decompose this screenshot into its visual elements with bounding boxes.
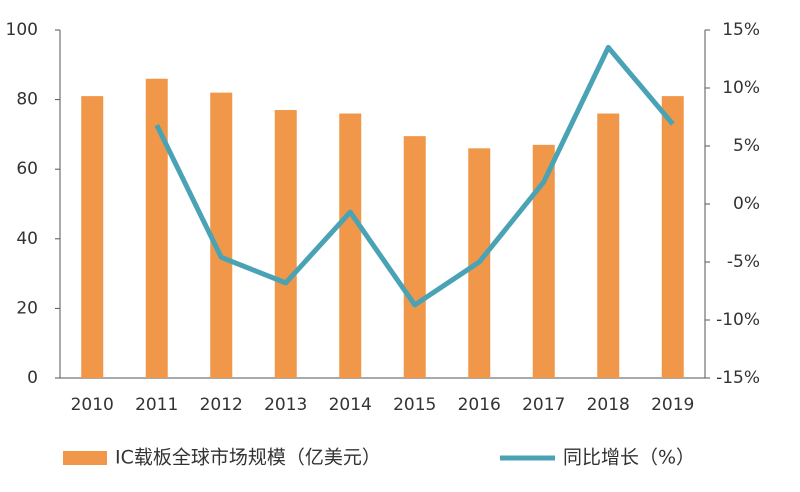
bar bbox=[532, 144, 555, 378]
bar bbox=[661, 96, 684, 379]
bar bbox=[339, 113, 362, 379]
x-tick-label: 2014 bbox=[329, 395, 372, 415]
y2-tick-label: 0% bbox=[733, 194, 760, 214]
line-series bbox=[154, 44, 675, 308]
x-tick-label: 2018 bbox=[587, 395, 630, 415]
x-tick-label: 2010 bbox=[71, 395, 114, 415]
y2-tick-label: -15% bbox=[716, 368, 760, 388]
y2-tick-label: 10% bbox=[722, 78, 760, 98]
y-tick-label: 40 bbox=[16, 229, 38, 249]
y2-tick-label: -10% bbox=[716, 310, 760, 330]
legend-label: 同比增长（%） bbox=[563, 447, 695, 469]
bar bbox=[210, 92, 233, 378]
legend-swatch bbox=[63, 451, 107, 465]
y-tick-label: 80 bbox=[16, 90, 38, 110]
bar bbox=[81, 96, 104, 379]
bar bbox=[274, 110, 297, 378]
y-tick-label: 20 bbox=[16, 298, 38, 318]
y-tick-label: 100 bbox=[6, 20, 38, 40]
x-tick-label: 2019 bbox=[651, 395, 694, 415]
y2-tick-label: 5% bbox=[733, 136, 760, 156]
y2-tick-label: 15% bbox=[722, 20, 760, 40]
bar bbox=[403, 136, 426, 378]
x-tick-label: 2012 bbox=[200, 395, 243, 415]
x-tick-label: 2015 bbox=[393, 395, 436, 415]
x-tick-label: 2016 bbox=[458, 395, 501, 415]
bar bbox=[597, 113, 620, 379]
x-tick-label: 2011 bbox=[135, 395, 178, 415]
x-tick-label: 2013 bbox=[264, 395, 307, 415]
y2-tick-label: -5% bbox=[727, 252, 760, 272]
y-tick-label: 0 bbox=[27, 368, 38, 388]
x-tick-label: 2017 bbox=[522, 395, 565, 415]
bar bbox=[145, 78, 168, 378]
legend-label: IC载板全球市场规模（亿美元） bbox=[115, 447, 381, 469]
y-tick-label: 60 bbox=[16, 159, 38, 179]
